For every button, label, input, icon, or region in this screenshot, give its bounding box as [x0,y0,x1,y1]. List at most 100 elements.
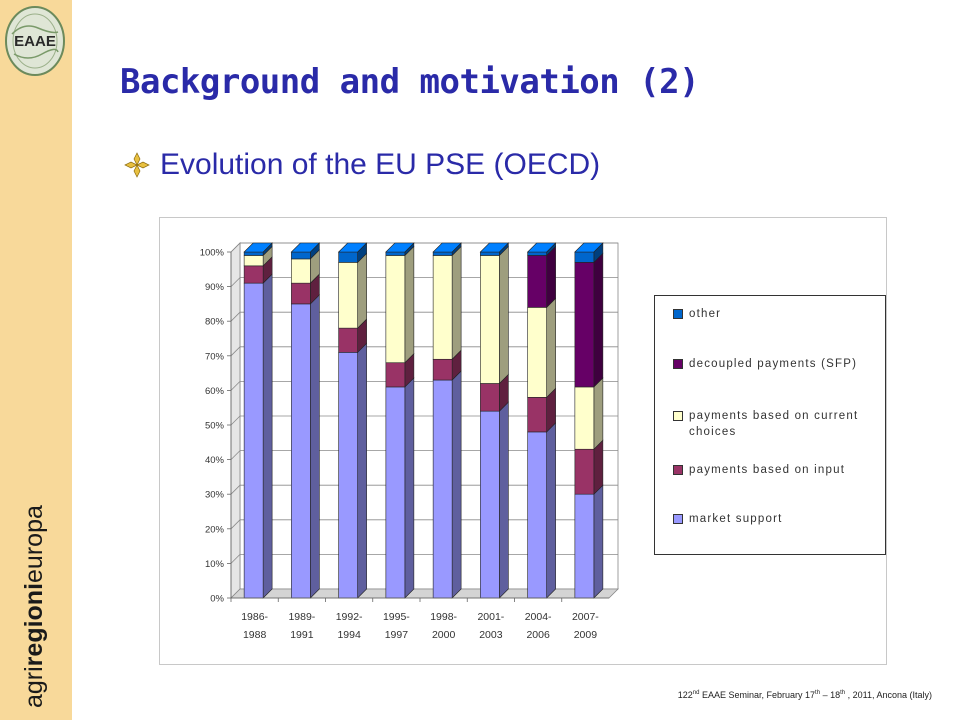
legend-item: market support [673,511,875,527]
bar-segment [338,352,358,599]
bar-segment [527,251,547,256]
x-tick-label: 2006 [526,629,550,641]
chart-frame: 0% 10% 20% 30% 40% 50% 60% 70% 80% 90% 100% 1986- 19… [159,217,887,665]
bar-segment [243,255,264,267]
bar-segment-side [357,252,367,329]
bar-segment [432,255,453,360]
x-tick-label: 1992- [336,611,363,623]
bar-segment-side [499,401,509,599]
stacked-bar-chart: 0% 10% 20% 30% 40% 50% 60% 70% 80% 90% 100% 1986- 19… [200,242,619,641]
bar-segment [385,386,406,599]
bar-segment [527,307,547,398]
bar-segment [574,251,595,263]
bar-segment-side [404,245,415,364]
y-tick-label: 0% [210,594,224,605]
bar-segment [291,251,311,260]
bar-top-face [479,242,510,253]
bar-top-face [574,242,604,253]
y-tick-label: 30% [205,490,225,501]
legend-label: payments based on input [689,464,846,476]
bar-top-face [432,242,462,253]
bar-segment-side [404,377,415,599]
y-tick-label: 80% [205,317,225,328]
bar-segment [385,255,406,364]
x-tick-label: 2000 [432,629,456,641]
bar-segment-side [546,422,556,599]
sidebar-brand: agriregionieuropa [20,505,48,708]
legend-swatch [673,411,683,421]
bar-segment-side [499,245,509,385]
y-tick-label: 50% [205,421,225,432]
bar-segment [574,262,595,388]
bar-segment [527,255,547,308]
bar-segment-side [593,439,604,495]
y-tick-label: 100% [200,248,225,259]
x-tick-label: 1991 [290,629,314,641]
legend-item: decoupled payments (SFP) [673,356,875,372]
bar-segment-side [593,484,604,599]
legend-item: other [673,306,875,322]
bar-segment [574,448,595,495]
chart-legend: other decoupled payments (SFP) payments ba… [654,295,886,555]
legend-label: payments based on current choices [689,410,859,438]
legend-item: payments based on current choices [673,408,875,440]
y-tick-label: 10% [205,559,225,570]
bar-segment-side [546,297,556,399]
diamond-bullet-icon [124,152,150,178]
plot-floor [230,588,619,599]
y-tick-label: 40% [205,455,225,466]
bar-segment [574,386,595,450]
bar-top-face [243,242,273,253]
bar-segment-side [593,377,604,450]
legend-swatch [673,309,683,319]
bar-segment [574,493,595,599]
bar-segment-side [451,370,462,599]
bar-segment [432,251,453,256]
bar-segment [291,303,311,599]
logo-text: EAAE [14,33,56,50]
bar-segment [338,327,358,353]
legend-label: decoupled payments (SFP) [689,358,858,370]
x-tick-label: 1989- [288,611,315,623]
bar-segment [338,262,358,329]
bar-segment [338,251,358,263]
legend-swatch [673,359,683,369]
bar-segment [243,251,264,256]
legend-swatch [673,514,683,524]
bullet-text: Evolution of the EU PSE (OECD) [160,148,601,181]
x-tick-label: 2001- [477,611,504,623]
legend-swatch [673,465,683,475]
bar-segment [432,358,453,381]
bar-top-face [385,242,415,253]
legend-label: market support [689,513,783,525]
bar-segment [385,251,406,256]
y-tick-label: 90% [205,282,225,293]
bar-top-face [290,242,321,253]
legend-item: payments based on input [673,462,875,478]
footer-citation: 122nd EAAE Seminar, February 17th – 18th… [677,690,932,700]
bar-segment-side [546,245,556,309]
bar-segment-side [357,342,367,599]
y-tick-label: 70% [205,351,225,362]
eaae-logo: EAAE [5,6,65,76]
bar-segment [385,362,406,388]
bar-segment [243,265,264,284]
bar-segment [291,282,311,305]
y-tick-label: 60% [205,386,225,397]
bar-segment-side [262,273,273,599]
bullet-point: Evolution of the EU PSE (OECD) [122,148,600,182]
slide-title: Background and motivation (2) [120,62,700,102]
x-tick-label: 1995- [383,611,410,623]
x-tick-label: 2004- [525,611,552,623]
bar-top-face [526,242,557,253]
bar-segment-side [451,245,462,360]
bar-segment [480,255,500,384]
bar-segment [527,431,547,599]
y-tick-label: 20% [205,524,225,535]
x-tick-label: 1997 [385,629,409,641]
bar-segment [243,282,264,599]
bar-segment [480,251,500,256]
x-tick-label: 2009 [574,629,598,641]
x-tick-label: 1998- [430,611,457,623]
x-tick-label: 2003 [479,629,503,641]
